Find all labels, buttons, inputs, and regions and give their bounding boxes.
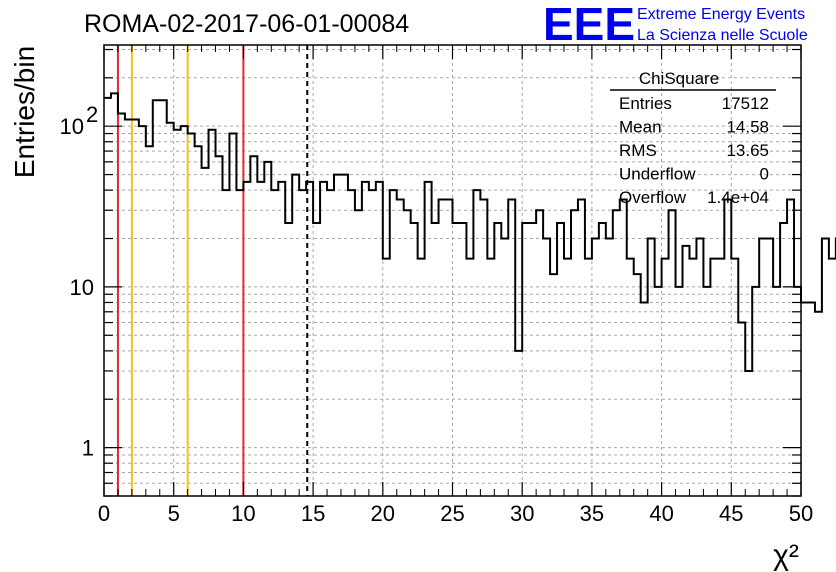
x-tick-label: 45 [719,501,743,526]
y-axis-label: Entries/bin [9,46,40,178]
stats-box: ChiSquare Entries 17512 Mean 14.58 RMS 13.65 U… [610,69,776,207]
x-tick-label: 35 [580,501,604,526]
x-tick-label: 30 [510,501,534,526]
stats-value: 1.4e+04 [707,188,769,207]
chart-title: ROMA-02-2017-06-01-00084 [84,10,409,38]
x-tick-label: 10 [231,501,255,526]
x-axis-label: χ² [773,539,799,572]
logo-line-2: La Scienza nelle Scuole [637,27,808,44]
x-tick-label: 5 [168,501,180,526]
x-tick-label: 40 [649,501,673,526]
histogram-series [104,92,836,372]
grid [104,45,801,497]
x-tick-label: 0 [98,501,110,526]
stats-value: 13.65 [726,141,769,160]
stats-value: 0 [760,165,769,184]
reference-lines [116,45,309,496]
stats-value: 14.58 [726,118,769,137]
stats-label: Underflow [619,165,696,184]
y-tick-exponent: 2 [86,102,98,127]
logo-mark: EEE [543,0,635,50]
x-tick-label: 50 [789,501,813,526]
stats-value: 17512 [722,94,769,113]
stats-label: Mean [619,118,662,137]
stats-title: ChiSquare [639,69,719,88]
logo-line-1: Extreme Energy Events [637,6,805,23]
stats-label: Entries [619,94,672,113]
logo: EEE Extreme Energy Events La Scienza nel… [543,0,808,50]
y-tick-label: 10 [70,275,94,300]
stats-label: Overflow [619,188,687,207]
y-tick-label: 10 [60,114,84,139]
stats-label: RMS [619,141,657,160]
x-tick-label: 25 [440,501,464,526]
stats-rows: Entries 17512 Mean 14.58 RMS 13.65 Underflow 0 O… [619,94,769,207]
x-tick-label: 20 [371,501,395,526]
x-tick-label: 15 [301,501,325,526]
y-tick-label: 1 [82,436,94,461]
